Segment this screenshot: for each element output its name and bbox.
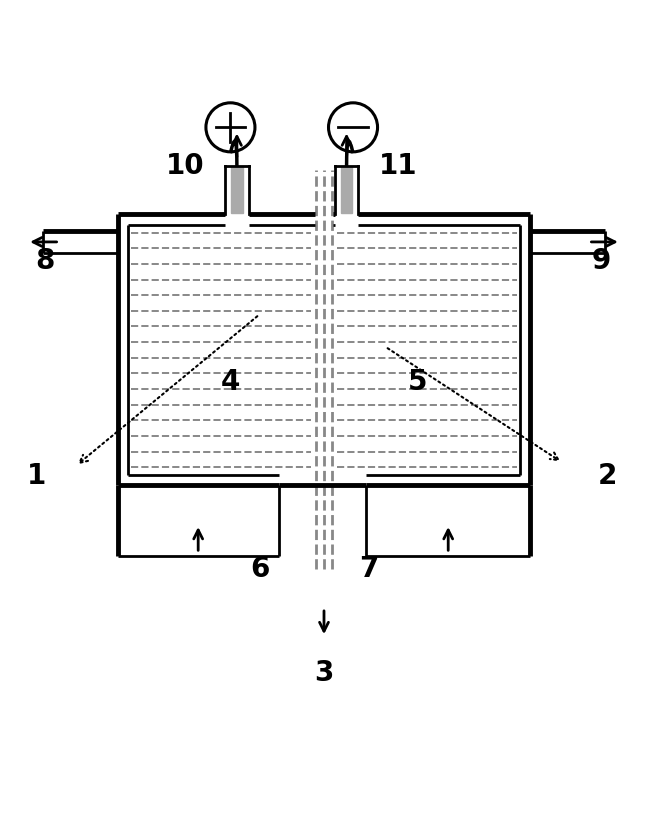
Text: 9: 9 — [592, 247, 611, 275]
Text: 2: 2 — [598, 462, 618, 490]
Text: 5: 5 — [408, 368, 427, 397]
Text: 6: 6 — [249, 556, 269, 583]
Text: 7: 7 — [360, 556, 379, 583]
Text: 3: 3 — [314, 659, 334, 686]
Polygon shape — [231, 167, 243, 213]
Text: 10: 10 — [166, 152, 205, 180]
Text: 11: 11 — [379, 152, 417, 180]
Polygon shape — [341, 167, 353, 213]
Text: 1: 1 — [27, 462, 47, 490]
Text: 8: 8 — [36, 247, 55, 275]
Text: 4: 4 — [221, 368, 240, 397]
